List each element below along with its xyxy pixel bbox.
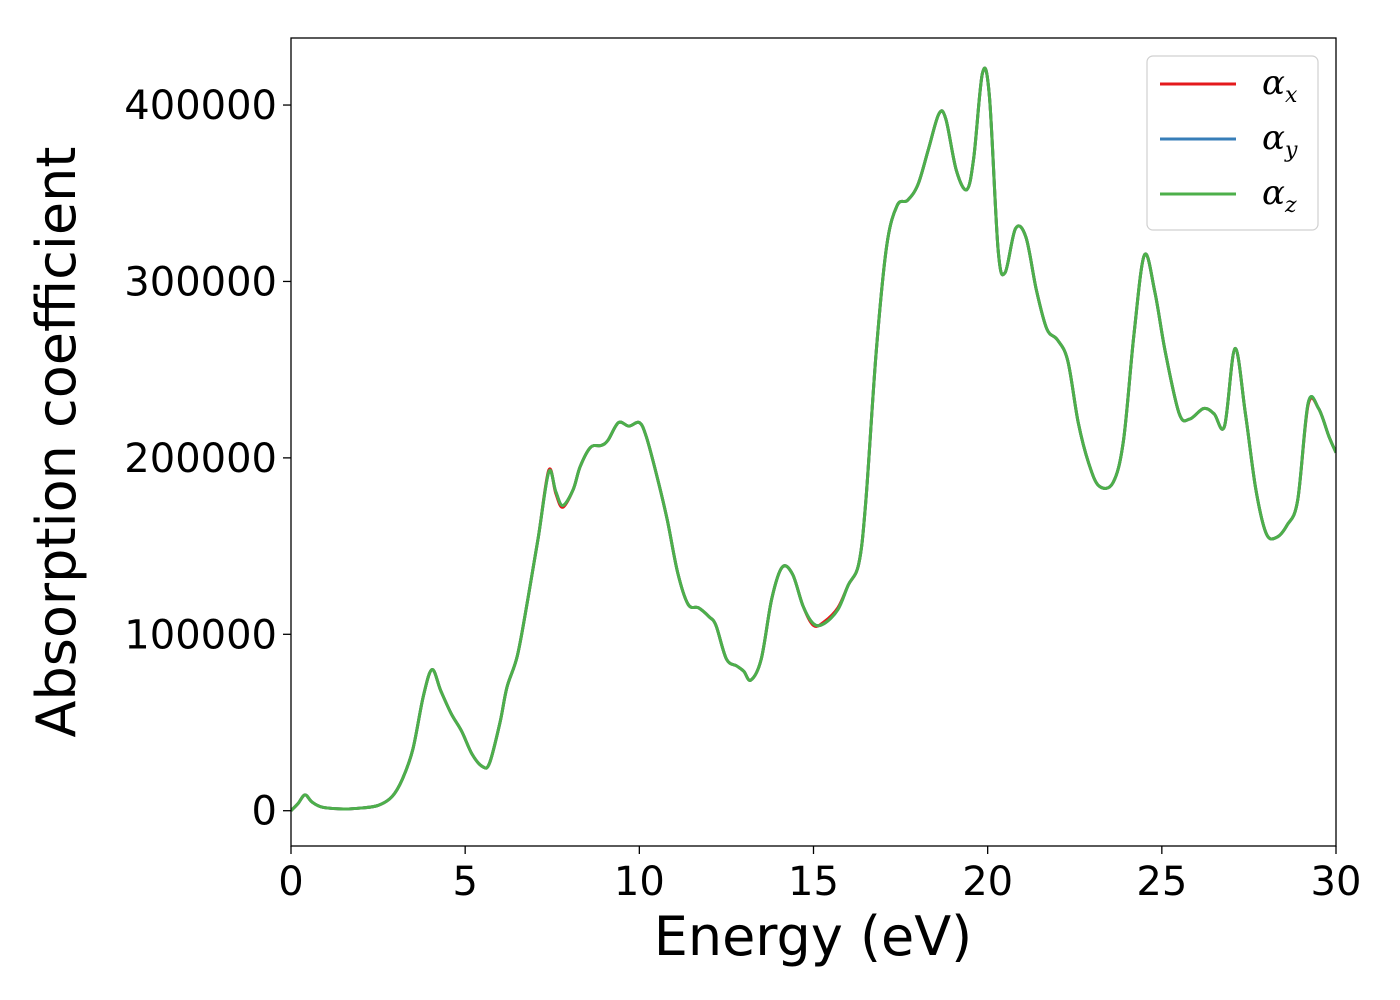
y-tick-label: 200000 (124, 436, 277, 482)
legend-label-base: α (1262, 173, 1285, 213)
y-axis: 0 100000 200000 300000 400000 (124, 83, 291, 835)
x-axis-title: Energy (eV) (654, 905, 973, 968)
legend-label-alpha-z: αz (1262, 173, 1297, 218)
legend-label-subscript: x (1285, 83, 1298, 108)
series-line-alpha-z (291, 66, 1336, 812)
legend-box (1146, 55, 1319, 231)
x-tick-label: 30 (1311, 859, 1362, 905)
legend-label-subscript: y (1284, 138, 1298, 163)
series-layer (291, 66, 1336, 812)
legend-label-base: α (1262, 63, 1285, 103)
legend-label-base: α (1262, 118, 1285, 158)
x-tick-label: 15 (788, 859, 839, 905)
legend-label-alpha-x: αx (1262, 63, 1298, 108)
x-tick-label: 20 (962, 859, 1013, 905)
y-tick-label: 0 (252, 789, 277, 835)
y-tick-label: 100000 (124, 612, 277, 658)
x-axis: 0 5 10 15 20 25 30 (278, 846, 1361, 905)
y-tick-label: 300000 (124, 259, 277, 305)
legend-label-subscript: z (1284, 193, 1297, 218)
x-tick-label: 0 (278, 859, 303, 905)
x-tick-label: 10 (614, 859, 665, 905)
x-tick-label: 5 (452, 859, 477, 905)
y-axis-title: Absorption coefficient (25, 147, 88, 738)
y-tick-label: 400000 (124, 83, 277, 129)
x-tick-label: 25 (1136, 859, 1187, 905)
legend-label-alpha-y: αy (1262, 118, 1298, 163)
